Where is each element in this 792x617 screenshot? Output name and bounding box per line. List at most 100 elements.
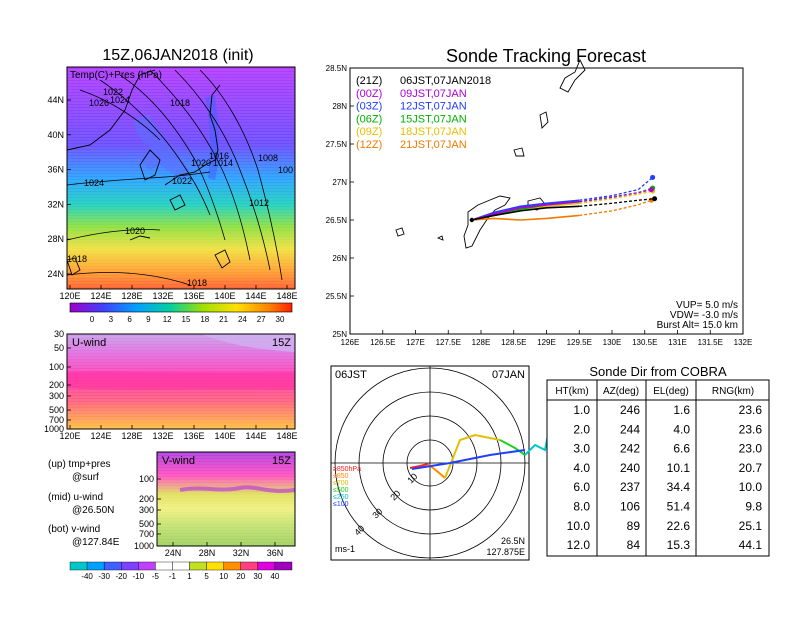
u-wind-x-tick: 148E [276,431,297,441]
polar-level-label: ≤500 [333,487,349,494]
track-x-tick: 131E [668,338,687,347]
temp-colorbar-tick: 12 [163,315,172,324]
v-wind-colorbar-cell [240,561,259,571]
track-x-tick: 130.5E [632,338,657,347]
v-wind-label: V-wind [162,455,195,467]
table-header-cell: RNG(km) [712,386,754,397]
contour-label: 1018 [187,278,207,288]
track-legend-time: 21JST,07JAN [400,139,467,151]
contour-label: 1014 [213,158,233,168]
param-burst: Burst Alt= 15.0 km [657,320,738,331]
polar-lat: 26.5N [501,536,525,546]
v-wind-colorbar-cell [138,561,156,571]
track-y-tick: 26N [332,254,347,263]
v-wind-y-tick: 500 [139,519,154,529]
v-wind-colorbar-cell [274,561,293,571]
track-y-tick: 26.5N [326,216,348,225]
u-wind-y-tick: 200 [49,380,64,390]
v-wind-colorbar-tick: 10 [219,572,228,581]
v-wind-colorbar-tick: -5 [152,572,160,581]
track-x-tick: 132E [734,338,753,347]
table-cell: 8.0 [573,500,590,514]
table-cell: 244 [620,422,640,436]
track-y-tick: 28N [332,102,347,111]
map-x-tick: 124E [90,291,111,301]
table-cell: 51.4 [667,500,691,514]
table-cell: 3.0 [573,442,590,456]
map-title: 15Z,06JAN2018 (init) [102,47,253,64]
tracking-panel: (21Z) 06JST,07JAN2018 (00Z) 09JST,07JAN (03Z… [326,58,753,347]
island [395,227,405,237]
map-x-tick: 132E [152,291,173,301]
map-y-tick: 28N [47,234,64,244]
v-wind-hatch [157,452,295,546]
u-wind-upper [200,334,295,352]
track-x-tick: 126.5E [370,338,395,347]
track-legend-code: (12Z) [356,139,382,151]
temp-colorbar-tick: 6 [127,315,132,324]
track-series [469,174,658,223]
track-endpoint [648,187,654,193]
table-cell: 12.0 [567,538,591,552]
contour-label: 1022 [172,176,192,186]
v-wind-y-tick: 300 [139,505,154,515]
track-line-dashed [579,188,652,203]
track-endpoint [650,174,656,180]
track-x-tick: 128E [472,338,491,347]
temp-colorbar-tick: 30 [276,315,285,324]
note-line: (mid) u-wind [48,492,103,503]
track-line-solid [471,214,580,221]
isobars [66,69,283,286]
table-cell: 6.0 [573,480,590,494]
polar-time-left: 06JST [335,369,367,381]
v-wind-y-tick: 200 [139,494,154,504]
u-wind-frame [66,333,296,430]
cobra-table: HT(km) AZ(deg) EL(deg) RNG(km) 1.0 246 1.6 23.… [546,379,770,557]
hodo-segment [444,433,501,479]
temp-colorbar-tick: 9 [146,315,151,324]
map-x-tick: 128E [121,291,142,301]
note-line: (up) tmp+pres [48,459,111,470]
note-line: @surf [72,472,99,483]
track-y-tick: 25.5N [326,292,348,301]
u-wind-y-tick: 700 [49,415,64,425]
map-x-tick: 148E [276,291,297,301]
table-cell: 242 [620,442,640,456]
u-wind-y-tick: 50 [54,343,64,353]
map-y-tick: 36N [47,165,64,175]
v-wind-y-tick: 1000 [134,541,154,551]
map-x-tick: 136E [183,291,204,301]
track-legend-code: (03Z) [356,101,382,113]
hodo-segment [499,439,526,456]
note-line: (bot) v-wind [48,524,100,535]
param-vup: VUP= 5.0 m/s [676,300,738,311]
table-cell: 23.6 [739,403,763,417]
v-wind-colorbar-tick: 5 [204,572,209,581]
table-header: HT(km) AZ(deg) EL(deg) RNG(km) [555,386,754,397]
track-y-tick: 27N [332,178,347,187]
table-cell: 10.0 [567,519,591,533]
track-params: VUP= 5.0 m/s VDW= -3.0 m/s Burst Alt= 15… [657,300,738,331]
track-line-solid [471,199,580,221]
table-body: 1.0 246 1.6 23.6 2.0 244 4.0 23.6 3.0 242 6.6 23.0 4… [567,403,763,552]
v-wind-colorbar-tick: -1 [169,572,177,581]
map-y-tick: 32N [47,199,64,209]
track-y-tick: 25N [332,330,347,339]
track-y-tick: 27.5N [326,140,348,149]
v-wind-panel: V-wind 15Z 24N 28N 32N 36N 1002003005007001… [69,451,296,581]
polar-level-label: ≤100 [333,501,349,508]
v-wind-colorbar-cell [172,561,190,571]
track-x-tick: 130E [603,338,622,347]
hodo-segment [409,463,429,469]
table-cell: 84 [627,538,641,552]
polar-level-legend: ≥850hPa≤850≤700≤500≤250≤100 [333,466,361,508]
temp-colorbar-tick: 3 [109,315,114,324]
land-mass [134,115,190,180]
track-legend-code: (09Z) [356,126,382,138]
v-wind-x-ticks: 24N 28N 32N 36N [165,542,283,558]
track-legend-time: 06JST,07JAN2018 [400,75,491,87]
map-y-tick: 24N [47,269,64,279]
v-wind-colorbar-cell [155,561,173,571]
map-field-label: Temp(C)+Pres (hPa) [70,70,162,81]
